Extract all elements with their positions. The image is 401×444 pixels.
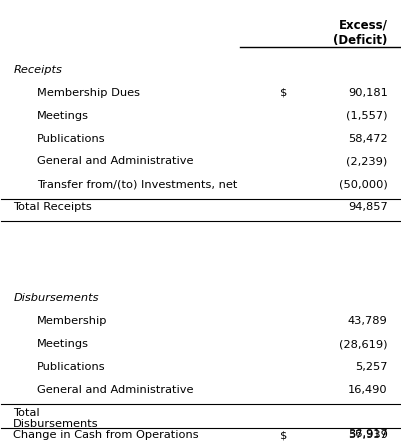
Text: (28,619): (28,619) bbox=[339, 339, 388, 349]
Text: Publications: Publications bbox=[37, 134, 106, 143]
Text: General and Administrative: General and Administrative bbox=[37, 385, 194, 395]
Text: Disbursements: Disbursements bbox=[13, 293, 99, 303]
Text: Meetings: Meetings bbox=[37, 339, 89, 349]
Text: 5,257: 5,257 bbox=[355, 362, 388, 372]
Text: Excess/
(Deficit): Excess/ (Deficit) bbox=[333, 19, 388, 47]
Text: Transfer from/(to) Investments, net: Transfer from/(to) Investments, net bbox=[37, 179, 238, 189]
Text: 43,789: 43,789 bbox=[348, 316, 388, 326]
Text: Total
Disbursements: Total Disbursements bbox=[13, 408, 99, 429]
Text: (50,000): (50,000) bbox=[339, 179, 388, 189]
Text: (2,239): (2,239) bbox=[346, 156, 388, 166]
Text: General and Administrative: General and Administrative bbox=[37, 156, 194, 166]
Text: 16,490: 16,490 bbox=[348, 385, 388, 395]
Text: 94,857: 94,857 bbox=[348, 202, 388, 212]
Text: Membership Dues: Membership Dues bbox=[37, 88, 140, 98]
Text: Total Receipts: Total Receipts bbox=[13, 202, 92, 212]
Text: (1,557): (1,557) bbox=[346, 111, 388, 121]
Text: Change in Cash from Operations: Change in Cash from Operations bbox=[13, 430, 199, 440]
Text: Receipts: Receipts bbox=[13, 65, 62, 75]
Text: 36,917: 36,917 bbox=[348, 429, 388, 439]
Text: $: $ bbox=[280, 430, 288, 440]
Text: 57,939: 57,939 bbox=[348, 430, 388, 440]
Text: 90,181: 90,181 bbox=[348, 88, 388, 98]
Text: Membership: Membership bbox=[37, 316, 108, 326]
Text: Publications: Publications bbox=[37, 362, 106, 372]
Text: 58,472: 58,472 bbox=[348, 134, 388, 143]
Text: Meetings: Meetings bbox=[37, 111, 89, 121]
Text: $: $ bbox=[280, 88, 288, 98]
